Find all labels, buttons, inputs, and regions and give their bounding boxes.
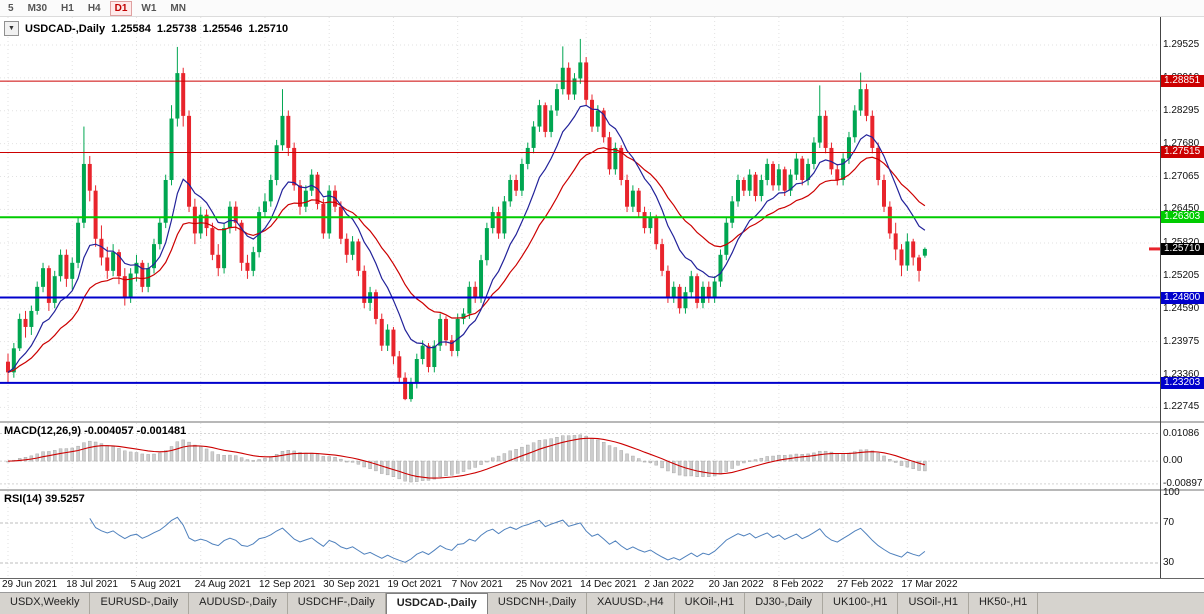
macd-axis-label: 0.00 [1163, 455, 1183, 467]
price-axis-label: 1.29525 [1163, 39, 1200, 51]
price-level-badge: 1.27515 [1161, 146, 1204, 159]
price-axis-label: 1.26450 [1163, 203, 1200, 215]
price-axis-label: 1.27065 [1163, 170, 1200, 182]
rsi-chart-canvas[interactable] [0, 491, 1160, 578]
chart-header: ▼ USDCAD-,Daily 1.25584 1.25738 1.25546 … [4, 21, 288, 36]
pane-splitter-rsi[interactable] [0, 489, 1204, 491]
ohlc-low: 1.25546 [202, 22, 243, 35]
timeframe-button-w1[interactable]: W1 [141, 2, 157, 14]
rsi-axis-label: 70 [1163, 517, 1175, 528]
symbol-tab-bar: USDX,Weekly EURUSD-,Daily AUDUSD-,Daily USD… [0, 592, 1204, 614]
date-axis-label: 12 Sep 2021 [258, 579, 316, 590]
price-axis-label: 1.24590 [1163, 302, 1200, 314]
ohlc-high: 1.25738 [156, 22, 197, 35]
macd-axis-label: -0.00897 [1163, 477, 1203, 489]
price-axis-label: 1.23975 [1163, 335, 1200, 347]
date-axis-label: 7 Nov 2021 [451, 579, 503, 590]
timeframe-button-d1[interactable]: D1 [109, 0, 133, 16]
symbol-tab-usoil-h1[interactable]: USOil-,H1 [898, 593, 969, 614]
price-level-badge: 1.26303 [1161, 211, 1204, 224]
dropdown-triangle-icon: ▼ [8, 25, 15, 32]
timeframe-button-h4[interactable]: H4 [87, 2, 101, 14]
date-axis-label: 30 Sep 2021 [323, 579, 380, 590]
symbol-dropdown-button[interactable]: ▼ [4, 21, 19, 36]
price-axis-label: 1.25820 [1163, 237, 1199, 248]
date-axis-border [0, 578, 1204, 579]
date-axis-label: 5 Aug 2021 [130, 579, 182, 590]
date-axis-label: 24 Aug 2021 [194, 579, 251, 590]
price-level-badge: 1.23203 [1161, 376, 1204, 389]
macd-header: MACD(12,26,9) -0.004057 -0.001481 [4, 425, 187, 437]
symbol-tab-usdx-weekly[interactable]: USDX,Weekly [0, 593, 91, 614]
timeframe-button-h1[interactable]: H1 [61, 2, 74, 14]
macd-axis-label: 0.01086 [1163, 427, 1200, 439]
symbol-tab-usdcnh-daily[interactable]: USDCNH-,Daily [488, 593, 588, 614]
date-axis-label: 27 Feb 2022 [837, 579, 894, 590]
price-level-badge: 1.28851 [1161, 75, 1204, 88]
rsi-axis-label: 100 [1163, 487, 1180, 498]
symbol-tab-uk100-h1[interactable]: UK100-,H1 [823, 593, 899, 614]
timeframe-toolbar: 5 M30 H1 H4 D1 W1 MN [0, 0, 1204, 17]
price-axis-label: 1.22745 [1163, 401, 1200, 413]
symbol-tab-ukoil-h1[interactable]: UKOil-,H1 [675, 593, 746, 614]
rsi-axis-label: 30 [1163, 557, 1175, 568]
symbol-tab-hk50-h1[interactable]: HK50-,H1 [969, 593, 1039, 614]
symbol-tab-usdchf-daily[interactable]: USDCHF-,Daily [288, 593, 386, 614]
rsi-pane [0, 491, 1160, 578]
symbol-tab-xauusd-h4[interactable]: XAUUSD-,H4 [587, 593, 675, 614]
symbol-tab-dj30-daily[interactable]: DJ30-,Daily [745, 593, 824, 614]
date-axis-label: 29 Jun 2021 [2, 579, 58, 590]
date-axis-label: 17 Mar 2022 [901, 579, 958, 590]
symbol-tab-audusd-daily[interactable]: AUDUSD-,Daily [189, 593, 288, 614]
rsi-header: RSI(14) 39.5257 [4, 493, 85, 505]
date-axis-label: 14 Dec 2021 [580, 579, 637, 590]
current-price-badge: 1.25710 [1161, 242, 1204, 255]
timeframe-button-m30[interactable]: M30 [27, 2, 48, 14]
price-axis-label: 1.23360 [1163, 368, 1200, 380]
date-axis: 29 Jun 2021 18 Jul 2021 5 Aug 2021 24 Aug 2… [0, 579, 1160, 592]
pane-splitter-macd[interactable] [0, 421, 1204, 423]
date-axis-label: 19 Oct 2021 [387, 579, 442, 590]
price-axis-border [1160, 17, 1161, 578]
price-pane [0, 17, 1160, 421]
symbol-tab-usdcad-daily[interactable]: USDCAD-,Daily [385, 593, 488, 614]
ohlc-open: 1.25584 [111, 22, 151, 35]
ohlc-close: 1.25710 [248, 22, 289, 35]
date-axis-label: 18 Jul 2021 [66, 579, 118, 590]
timeframe-button-5[interactable]: 5 [8, 2, 14, 14]
price-axis: 1.295251.289101.282951.276801.270651.264… [1161, 17, 1204, 578]
price-axis-label: 1.27680 [1163, 137, 1200, 149]
price-axis-label: 1.28295 [1163, 104, 1200, 116]
macd-pane [0, 423, 1160, 489]
date-axis-label: 8 Feb 2022 [772, 579, 824, 590]
symbol-tab-eurusd-daily[interactable]: EURUSD-,Daily [90, 593, 190, 614]
date-axis-label: 2 Jan 2022 [644, 579, 694, 590]
symbol-name: USDCAD-,Daily [25, 22, 106, 35]
date-axis-label: 25 Nov 2021 [515, 579, 573, 590]
macd-chart-canvas[interactable] [0, 423, 1160, 489]
timeframe-button-mn[interactable]: MN [170, 2, 186, 14]
price-axis-label: 1.25205 [1163, 269, 1200, 281]
price-level-badge: 1.24800 [1161, 291, 1204, 304]
price-chart-canvas[interactable] [0, 17, 1160, 421]
date-axis-label: 20 Jan 2022 [708, 579, 764, 590]
